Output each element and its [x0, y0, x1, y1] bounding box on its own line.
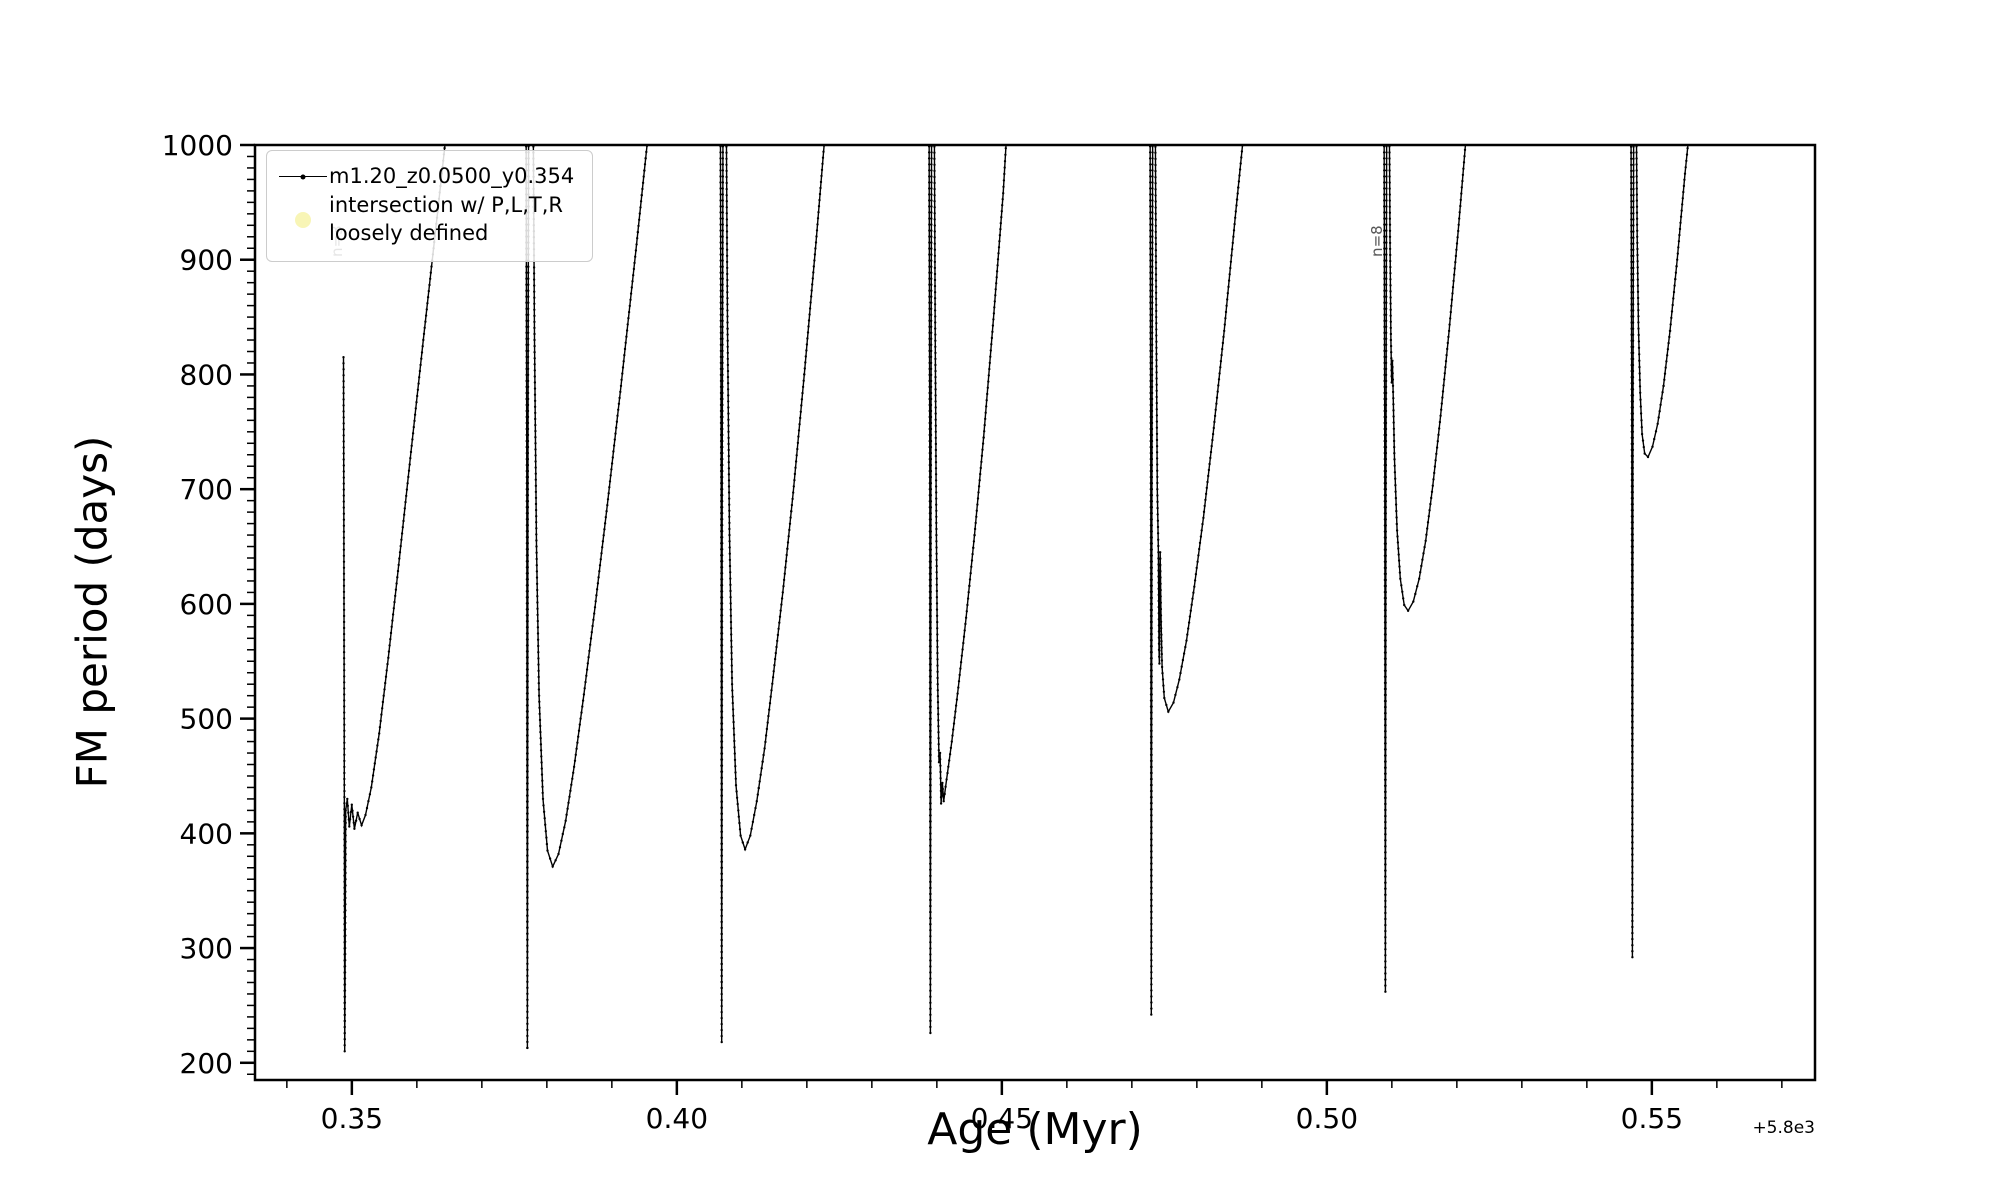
line-marker-sample: [279, 174, 327, 180]
legend-intersection-label: intersection w/ P,L,T,R loosely defined: [329, 192, 563, 247]
tick-labels: 0.35 0.40 0.45 0.50 0.55 200 300 400 500 600 700 80…: [162, 129, 1683, 1135]
y-axis-label: FM period (days): [67, 435, 117, 789]
annotation-label: n=8: [1368, 225, 1386, 257]
x-tick-label: 0.50: [1296, 1102, 1358, 1135]
circle-marker-icon: [295, 211, 311, 228]
x-axis-offset-label: +5.8e3: [1752, 1118, 1815, 1138]
legend-intersection-label-line2: loosely defined: [329, 220, 489, 245]
series-markers: [719, 145, 826, 1044]
line-marker-sample-swatch: [277, 174, 329, 180]
point-marker-icon: [300, 174, 306, 180]
legend-series-label: m1.20_z0.0500_y0.354: [329, 164, 575, 188]
legend-entry-intersection: intersection w/ P,L,T,R loosely defined: [277, 192, 574, 247]
y-tick-label: 500: [180, 703, 233, 736]
series-line: [928, 145, 1007, 1034]
series-markers: [927, 145, 1007, 1035]
x-tick-label: 0.40: [646, 1102, 708, 1135]
y-tick-label: 400: [180, 817, 233, 850]
x-tick-label: 0.45: [971, 1102, 1033, 1135]
y-tick-label: 1000: [162, 129, 233, 162]
y-tick-label: 800: [180, 358, 233, 391]
series-markers: [1382, 145, 1467, 993]
y-tick-label: 200: [180, 1047, 233, 1080]
x-axis-label: Age (Myr): [927, 1104, 1143, 1155]
y-tick-label: 700: [180, 473, 233, 506]
y-tick-label: 300: [180, 932, 233, 965]
series-line: [1383, 145, 1467, 992]
y-tick-label: 900: [180, 244, 233, 277]
legend-intersection-label-line1: intersection w/ P,L,T,R: [329, 193, 563, 218]
y-tick-label: 600: [180, 588, 233, 621]
series-markers: [1629, 145, 1689, 959]
x-tick-label: 0.35: [321, 1102, 383, 1135]
circle-marker-sample-swatch: [277, 211, 329, 228]
plot-border: [253, 143, 1817, 1082]
series-m1.20_z0.0500_y0.354: [342, 145, 1689, 1053]
series-line: [719, 145, 825, 1043]
legend: m1.20_z0.0500_y0.354 intersection w/ P,L…: [266, 150, 594, 262]
x-tick-label: 0.55: [1621, 1102, 1683, 1135]
legend-entry-series: m1.20_z0.0500_y0.354: [277, 163, 574, 190]
series-line: [1630, 145, 1689, 958]
series-line: [1149, 145, 1244, 1015]
axis-ticks: [240, 143, 1783, 1095]
